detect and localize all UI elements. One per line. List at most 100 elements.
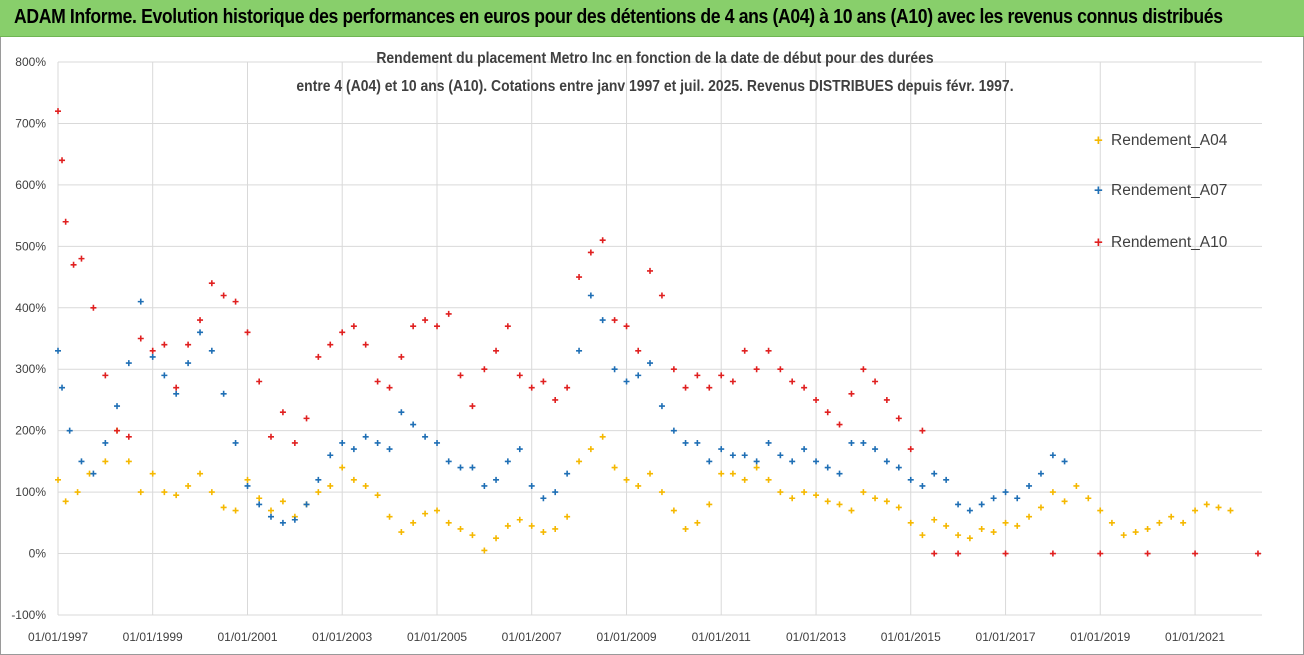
data-point [481, 547, 488, 554]
data-point [386, 513, 393, 520]
data-point [350, 323, 357, 330]
series-Rendement_A07 [55, 292, 1068, 526]
data-point [860, 489, 867, 496]
y-tick-label: 100% [15, 485, 46, 499]
data-point [789, 378, 796, 385]
data-point [564, 384, 571, 391]
data-point [943, 522, 950, 529]
data-point [789, 458, 796, 465]
data-point [1180, 519, 1187, 526]
data-point [315, 476, 322, 483]
data-point [729, 470, 736, 477]
data-point [1085, 495, 1092, 502]
data-point [765, 476, 772, 483]
data-point [801, 384, 808, 391]
data-point [836, 501, 843, 508]
data-point [1254, 550, 1261, 557]
data-point [350, 446, 357, 453]
data-point [848, 390, 855, 397]
data-point [611, 464, 618, 471]
data-point [682, 384, 689, 391]
data-point [197, 329, 204, 336]
data-point [1026, 513, 1033, 520]
data-point [801, 446, 808, 453]
data-point [457, 464, 464, 471]
data-point [564, 470, 571, 477]
series-Rendement_A10 [55, 108, 1261, 557]
data-point [670, 427, 677, 434]
data-point [244, 329, 251, 336]
data-point [70, 261, 77, 268]
data-point [1097, 507, 1104, 514]
data-point [1203, 501, 1210, 508]
data-point [74, 489, 81, 496]
data-point [706, 384, 713, 391]
data-point [267, 433, 274, 440]
data-point [185, 360, 192, 367]
legend-label-a07: Rendement_A07 [1111, 182, 1228, 199]
data-point [267, 513, 274, 520]
data-point [516, 516, 523, 523]
data-point [1192, 507, 1199, 514]
data-point [872, 495, 879, 502]
data-point [1168, 513, 1175, 520]
data-point [161, 489, 168, 496]
data-point [398, 529, 405, 536]
data-point [279, 498, 286, 505]
data-point [327, 341, 334, 348]
data-point [62, 218, 69, 225]
data-point [434, 439, 441, 446]
data-point [966, 535, 973, 542]
data-point [753, 458, 760, 465]
data-point [540, 529, 547, 536]
data-point [895, 415, 902, 422]
data-point [457, 525, 464, 532]
data-point [504, 522, 511, 529]
data-point [552, 489, 559, 496]
data-point [1215, 504, 1222, 511]
x-tick-label: 01/01/2015 [881, 630, 941, 644]
data-point [860, 439, 867, 446]
data-point [623, 323, 630, 330]
data-point [1049, 550, 1056, 557]
title-banner: ADAM Informe. Evolution historique des p… [0, 0, 1304, 37]
legend-marker-a07: + [1094, 182, 1103, 199]
data-point [990, 495, 997, 502]
data-point [374, 378, 381, 385]
data-point [469, 403, 476, 410]
chart-title-line-1: Rendement du placement Metro Inc en fonc… [376, 50, 934, 67]
data-point [445, 458, 452, 465]
data-point [315, 353, 322, 360]
data-point [741, 347, 748, 354]
data-point [256, 495, 263, 502]
x-tick-label: 01/01/2017 [976, 630, 1036, 644]
data-point [587, 249, 594, 256]
data-point [824, 498, 831, 505]
data-point [813, 492, 820, 499]
data-point [647, 267, 654, 274]
data-point [623, 378, 630, 385]
data-point [137, 298, 144, 305]
data-point [836, 470, 843, 477]
data-point [848, 507, 855, 514]
data-point [1061, 458, 1068, 465]
data-point [824, 409, 831, 416]
data-point [1014, 522, 1021, 529]
plot-area [55, 108, 1261, 557]
data-point [422, 317, 429, 324]
data-point [919, 532, 926, 539]
data-point [315, 489, 322, 496]
data-point [647, 470, 654, 477]
data-point [1144, 550, 1151, 557]
data-point [59, 384, 66, 391]
data-point [1061, 498, 1068, 505]
data-point [232, 439, 239, 446]
data-point [990, 529, 997, 536]
data-point [1192, 550, 1199, 557]
data-point [327, 482, 334, 489]
data-point [256, 501, 263, 508]
data-point [729, 378, 736, 385]
data-point [919, 482, 926, 489]
